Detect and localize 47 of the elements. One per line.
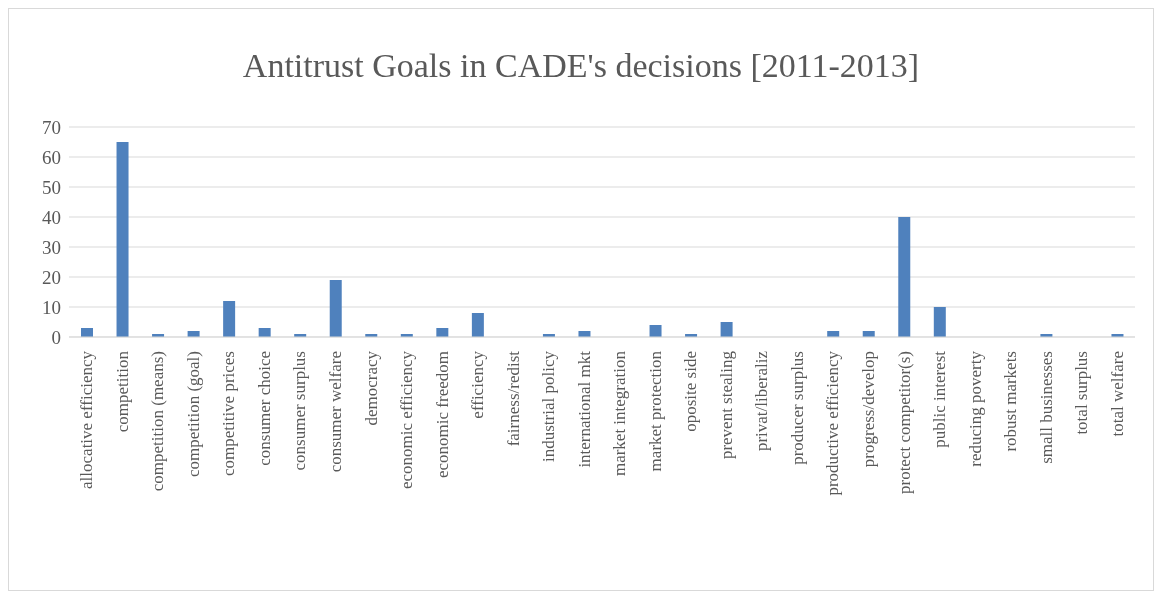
x-tick-label: competition xyxy=(112,350,132,433)
x-tick-label: total surplus xyxy=(1072,351,1092,435)
x-tick-label: protect competitor(s) xyxy=(894,351,914,495)
x-tick-label: small businesses xyxy=(1036,351,1056,464)
y-tick-label: 10 xyxy=(42,296,61,318)
x-tick-label: industrial policy xyxy=(539,350,559,462)
x-tick-label: consumer choice xyxy=(254,351,274,466)
x-tick-label: privat/liberaliz xyxy=(752,350,772,452)
bar xyxy=(720,322,733,337)
y-tick-label: 20 xyxy=(42,266,61,288)
bar xyxy=(223,301,236,337)
x-tick-label: producer surplus xyxy=(787,351,807,465)
x-tick-label: democracy xyxy=(361,350,381,426)
y-tick-label: 60 xyxy=(42,146,61,168)
x-tick-label: economic freedom xyxy=(432,351,452,478)
x-tick-label: market integration xyxy=(610,350,630,477)
bar xyxy=(116,142,129,337)
x-tick-label: productive efficiency xyxy=(823,350,843,496)
x-tick-label: international mkt xyxy=(574,350,594,468)
x-tick-label: competitive prices xyxy=(219,351,239,477)
chart-title: Antitrust Goals in CADE's decisions [2011-2013] xyxy=(241,46,921,86)
x-tick-label: progress/develop xyxy=(859,351,878,468)
x-tick-label: reducing poverty xyxy=(965,350,985,467)
y-tick-label: 0 xyxy=(51,326,61,348)
x-tick-label: fairness/redist xyxy=(503,350,523,447)
y-tick-label: 40 xyxy=(42,206,61,228)
x-tick-label: robust markets xyxy=(1001,351,1021,452)
bar xyxy=(898,217,911,337)
x-tick-label: public interest xyxy=(930,350,950,448)
x-tick-label: competition (means) xyxy=(148,351,168,492)
x-tick-label: oposite side xyxy=(681,351,701,432)
bar xyxy=(471,313,484,337)
x-tick-label: allocative efficiency xyxy=(77,350,97,489)
x-tick-label: efficiency xyxy=(468,350,488,419)
bar xyxy=(329,280,342,337)
x-tick-label: economic efficiency xyxy=(397,350,417,489)
y-tick-label: 30 xyxy=(42,236,61,258)
x-tick-label: consumer surplus xyxy=(290,351,310,471)
bar xyxy=(933,307,946,337)
x-tick-label: market protection xyxy=(645,350,665,472)
x-tick-label: competition (goal) xyxy=(183,351,203,478)
x-tick-label: prevent stealing xyxy=(716,350,736,460)
y-tick-label: 70 xyxy=(42,116,61,138)
x-tick-label: consumer welfare xyxy=(326,351,345,473)
bar xyxy=(649,325,662,337)
y-tick-label: 50 xyxy=(42,176,61,198)
x-tick-label: total welfare xyxy=(1107,351,1127,437)
